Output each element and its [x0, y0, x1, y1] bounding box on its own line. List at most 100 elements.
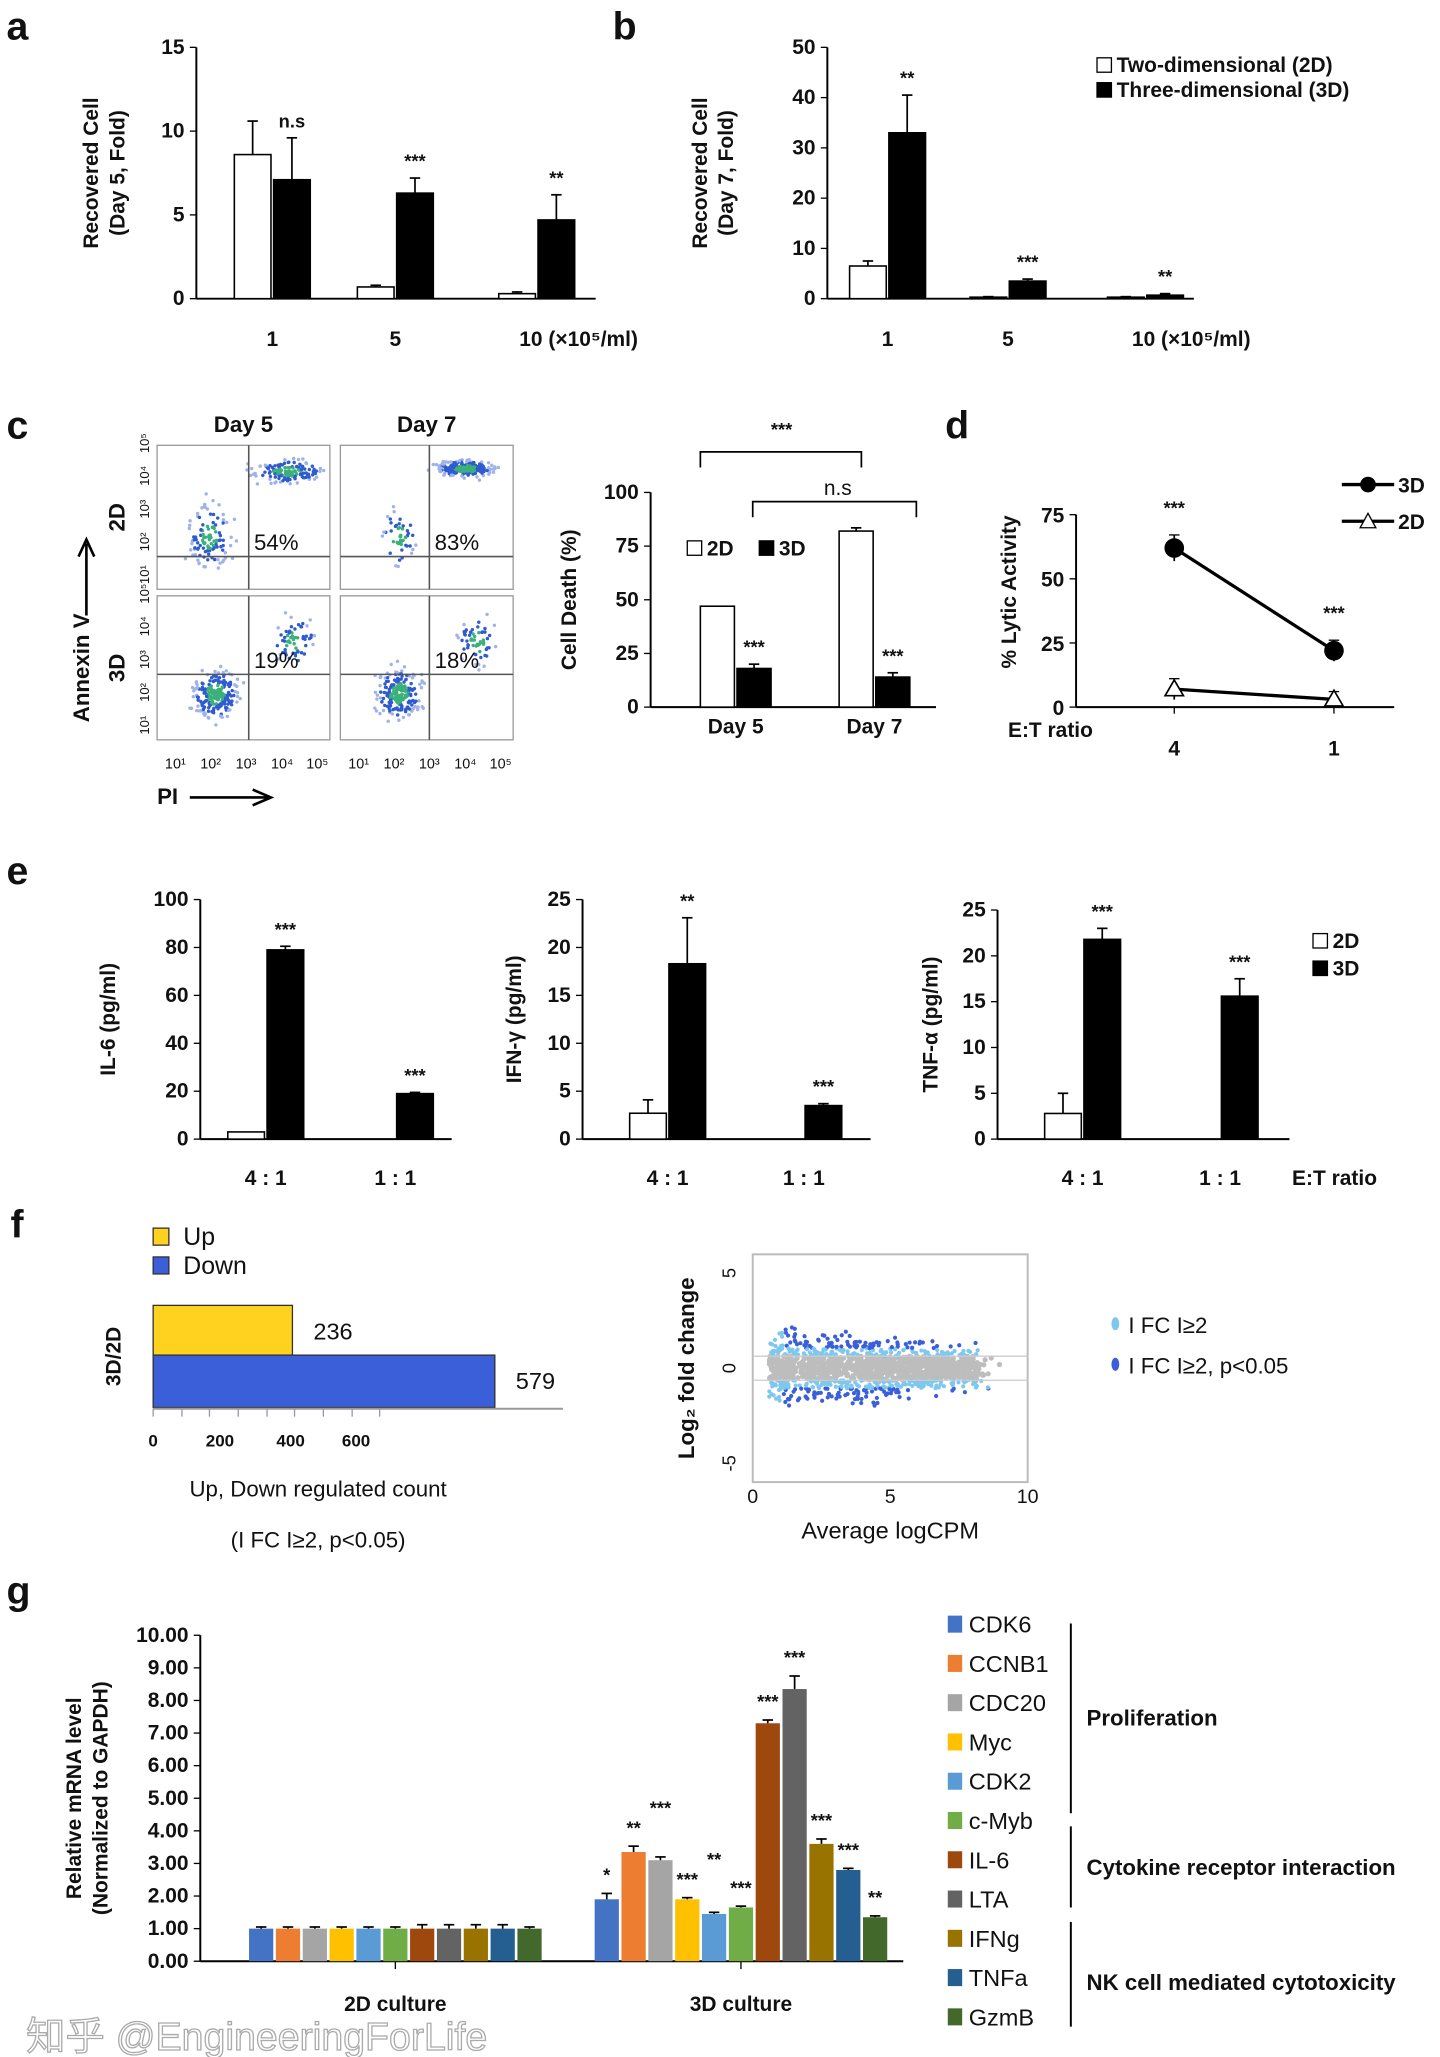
y-tick-label: 10.00 [136, 1624, 188, 1647]
data-point [773, 1371, 779, 1377]
data-point [894, 1390, 899, 1395]
event-dot [480, 465, 484, 469]
event-dot [293, 651, 298, 656]
y-tick-label: 25 [962, 899, 986, 922]
data-point [799, 1360, 805, 1366]
data-point [864, 1394, 869, 1399]
event-dot [472, 634, 477, 639]
event-dot [397, 558, 402, 562]
event-dot [283, 611, 288, 615]
event-dot [248, 473, 253, 478]
event-dot [216, 566, 221, 570]
event-dot [437, 467, 441, 471]
chart-g: 0.00 1.00 2.00 3.00 4.00 5.00 6.00 7.00 8.00 9.00… [63, 1612, 1396, 2031]
data-point [901, 1347, 906, 1352]
y-tick-label: 25 [1041, 633, 1065, 656]
bar-3d [736, 667, 772, 708]
event-dot [283, 465, 287, 470]
data-point [903, 1342, 908, 1347]
data-point [785, 1333, 791, 1338]
event-dot [468, 469, 473, 473]
event-dot [296, 457, 301, 462]
event-dot [486, 461, 491, 465]
quadrant-percentage: 19% [254, 648, 299, 673]
data-point [935, 1370, 941, 1376]
data-point [781, 1380, 786, 1385]
event-dot [213, 696, 217, 700]
event-dot [474, 662, 478, 667]
event-dot [388, 551, 392, 555]
event-dot [217, 503, 221, 507]
event-dot [456, 636, 461, 640]
data-point [967, 1359, 974, 1365]
x-axis-label: E:T ratio [1292, 1167, 1377, 1190]
data-point [791, 1357, 797, 1363]
data-point [895, 1369, 901, 1375]
event-dot [393, 524, 398, 529]
event-dot [480, 630, 484, 635]
event-dot [218, 561, 222, 565]
event-dot [406, 712, 411, 717]
y-tick-label: 10⁵ [137, 433, 152, 453]
x-tick-label: 5 [885, 1486, 896, 1508]
data-point [786, 1397, 792, 1402]
flow-plot-frame [156, 595, 331, 741]
chart-e2: 0 5 10 15 20 25 4 : 1 ** 1 : 1 *** IFN-γ (pg/ml) [503, 888, 871, 1190]
event-dot [208, 679, 212, 683]
x-tick-label: 10² [384, 757, 405, 773]
significance-label: *** [757, 1691, 779, 1712]
event-dot [206, 709, 211, 713]
data-point [805, 1347, 810, 1352]
event-dot [422, 681, 427, 685]
significance-label: ** [680, 890, 695, 911]
event-dot [218, 538, 222, 542]
data-point [829, 1394, 834, 1399]
legend-swatch [758, 540, 775, 556]
event-dot [206, 527, 211, 531]
data-point [819, 1370, 825, 1376]
data-point [855, 1343, 860, 1348]
event-dot [412, 686, 417, 691]
data-point [767, 1394, 772, 1399]
chart-e3: 0 5 10 15 20 25 4 : 1 *** 1 : 1 *** TNF-α (pg/ml) 2… [919, 899, 1359, 1190]
bar-lta [782, 1689, 807, 1962]
event-dot [448, 468, 452, 473]
data-point [794, 1342, 800, 1347]
significance-label: *** [1092, 901, 1114, 922]
event-dot [463, 633, 467, 637]
data-point [917, 1341, 922, 1346]
event-dot [383, 685, 388, 690]
y-tick-label: 10⁴ [137, 466, 152, 486]
y-tick-label: 0 [627, 696, 639, 719]
event-dot [221, 521, 225, 525]
x-tick-label: 200 [206, 1432, 234, 1451]
event-dot [378, 683, 382, 688]
data-point [783, 1327, 788, 1332]
event-dot [283, 476, 287, 480]
data-point [799, 1386, 804, 1391]
event-dot [394, 695, 399, 700]
data-point [825, 1358, 832, 1364]
event-dot [385, 694, 389, 698]
event-dot [199, 528, 203, 532]
bar-myc [675, 1899, 700, 1962]
event-dot [395, 659, 400, 664]
data-point [784, 1367, 791, 1373]
data-point [812, 1361, 818, 1367]
event-dot [195, 695, 200, 699]
data-point [921, 1358, 927, 1364]
event-dot [469, 637, 474, 641]
event-dot [295, 636, 300, 640]
data-point [941, 1351, 946, 1356]
bar-up [152, 1304, 294, 1356]
y-tick-label: 10¹ [137, 715, 152, 735]
y-tick-label: 9.00 [148, 1656, 189, 1679]
data-point [866, 1361, 872, 1367]
bar-3d [874, 676, 911, 708]
bar-cdc20 [648, 1860, 673, 1962]
event-dot [293, 474, 297, 479]
significance-label: *** [1323, 602, 1345, 623]
data-point [873, 1356, 880, 1362]
y-tick-label: 0 [804, 287, 816, 310]
data-point [973, 1340, 978, 1346]
